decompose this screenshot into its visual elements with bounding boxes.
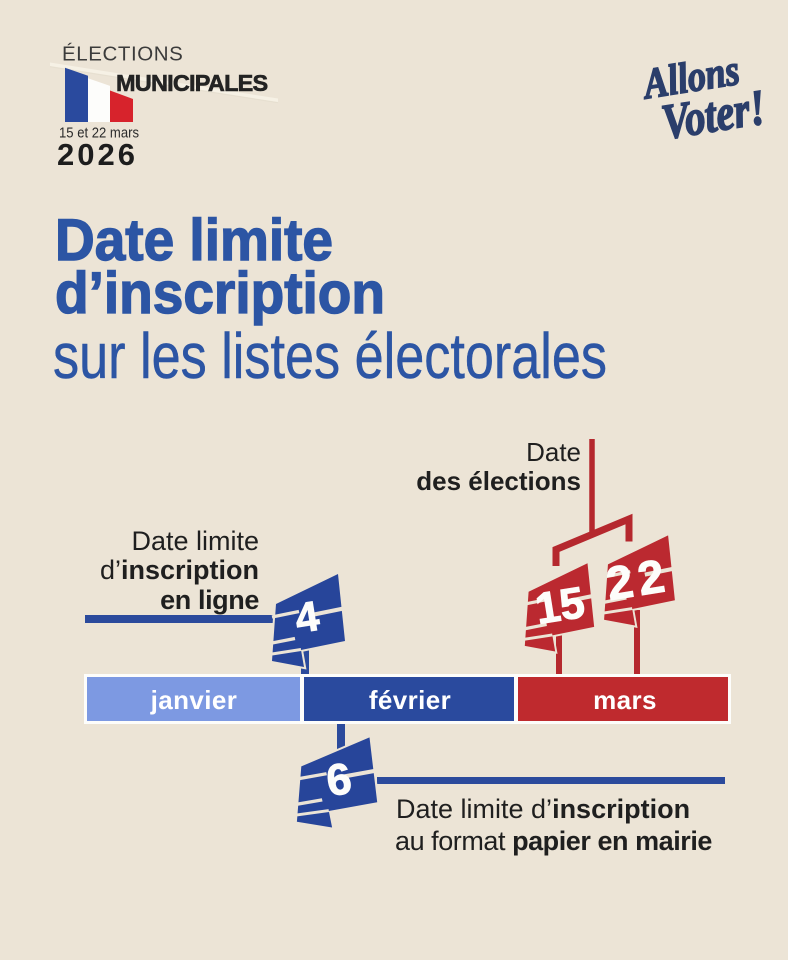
svg-text:Date: Date — [526, 437, 581, 467]
svg-text:mars: mars — [593, 685, 657, 715]
svg-text:en ligne: en ligne — [160, 585, 259, 615]
svg-text:février: février — [369, 685, 451, 715]
svg-text:15: 15 — [532, 578, 588, 634]
svg-text:au format papier en mairie: au format papier en mairie — [395, 826, 712, 856]
svg-text:des élections: des élections — [416, 466, 581, 496]
svg-text:d’inscription: d’inscription — [100, 555, 259, 585]
svg-text:2026: 2026 — [57, 137, 138, 172]
svg-text:MUNICIPALES: MUNICIPALES — [116, 70, 269, 96]
svg-text:sur les listes électorales: sur les listes électorales — [53, 320, 607, 392]
svg-text:Date limite d’inscription: Date limite d’inscription — [396, 794, 690, 824]
svg-text:Date limite: Date limite — [131, 526, 259, 556]
svg-text:Date limite: Date limite — [55, 208, 333, 273]
svg-text:Voter!: Voter! — [658, 78, 769, 150]
svg-text:d’inscription: d’inscription — [55, 261, 385, 326]
svg-text:22: 22 — [603, 548, 674, 610]
svg-text:janvier: janvier — [150, 685, 238, 715]
svg-text:15 et 22 mars: 15 et 22 mars — [59, 125, 139, 142]
svg-text:ÉLECTIONS: ÉLECTIONS — [62, 43, 185, 66]
